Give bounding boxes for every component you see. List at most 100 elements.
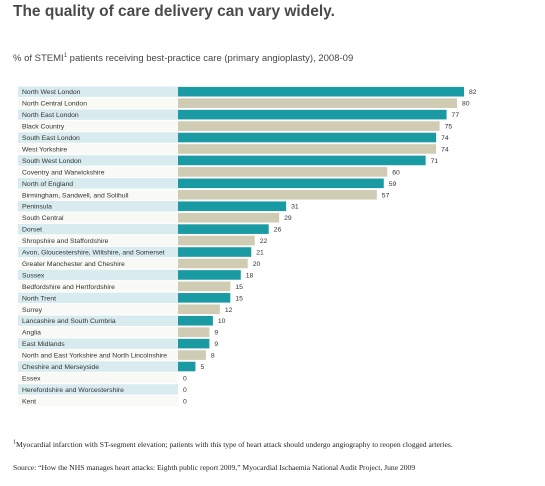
bar-row: East Midlands 9	[18, 338, 218, 349]
category-label: Surrey	[22, 307, 43, 314]
bar	[178, 121, 440, 131]
category-label-background	[18, 132, 178, 143]
category-label: South Central	[22, 215, 64, 222]
bar-row: Avon, Gloucestershire, Wiltshire, and So…	[18, 246, 264, 258]
value-label: 77	[452, 112, 460, 119]
value-label: 74	[441, 146, 449, 153]
bar	[178, 212, 280, 223]
bar-row: West Yorkshire 74	[18, 143, 449, 155]
bar-row: Lancashire and South Cumbria 10	[18, 315, 226, 326]
bar	[178, 224, 269, 234]
category-label-background	[18, 281, 178, 292]
category-label-background	[18, 292, 178, 304]
category-label-background	[18, 97, 178, 109]
category-label-background	[18, 201, 178, 212]
category-label: Greater Manchester and Cheshire	[22, 261, 125, 268]
bar-row: Cheshire and Merseyside 5	[18, 361, 204, 372]
value-label: 0	[183, 398, 187, 405]
category-label-background	[18, 143, 178, 155]
bar	[178, 201, 287, 212]
bar-row: North Central London 80	[18, 97, 470, 109]
bar	[178, 361, 196, 372]
value-label: 15	[235, 295, 243, 302]
category-label: North East London	[22, 112, 79, 119]
category-label: Lancashire and South Cumbria	[22, 318, 116, 325]
bar-row: North Trent 15	[18, 292, 243, 304]
bar	[178, 167, 388, 177]
value-label: 60	[392, 169, 400, 176]
category-label-background	[18, 372, 178, 384]
bar-row: Birmingham, Sandwell, and Solihull 57	[18, 189, 390, 200]
category-label: Dorset	[22, 227, 42, 234]
subtitle-text: % of STEMI	[13, 53, 64, 64]
value-label: 15	[235, 284, 243, 291]
category-label: Bedfordshire and Hertfordshire	[22, 284, 115, 291]
bar-row: Sussex 18	[18, 269, 254, 281]
bar	[178, 281, 231, 292]
category-label: Cheshire and Merseyside	[22, 364, 99, 371]
category-label: Herefordshire and Worcestershire	[22, 387, 124, 394]
category-label: North Central London	[22, 101, 87, 108]
category-label: North West London	[22, 89, 81, 96]
value-label: 31	[291, 204, 299, 211]
value-label: 21	[256, 250, 264, 257]
bar-row: Essex 0	[18, 372, 187, 384]
category-label-background	[18, 246, 178, 258]
bar-row: Peninsula 31	[18, 201, 299, 212]
category-label: Peninsula	[22, 204, 52, 211]
bar-row: Surrey 12	[18, 304, 233, 315]
value-label: 22	[260, 238, 268, 245]
value-label: 0	[183, 387, 187, 394]
bar-row: North East London 77	[18, 109, 460, 120]
category-label: North of England	[22, 181, 73, 188]
value-label: 9	[214, 341, 218, 348]
category-label-background	[18, 315, 178, 326]
category-label-background	[18, 384, 178, 395]
bar-row: Black Country 75	[18, 120, 452, 132]
value-label: 12	[225, 307, 233, 314]
subtitle-text-rest: patients receiving best-practice care (p…	[67, 53, 354, 64]
category-label: Coventry and Warwickshire	[22, 169, 105, 176]
category-label-background	[18, 86, 178, 97]
value-label: 26	[274, 227, 282, 234]
bar-row: South Central 29	[18, 212, 292, 223]
bar-chart: North West London 82 North Central London 8…	[18, 86, 477, 407]
value-label: 71	[431, 158, 439, 165]
bar-row: South East London 74	[18, 132, 449, 143]
bar-row: South West London 71	[18, 155, 439, 166]
bar-row: Herefordshire and Worcestershire 0	[18, 384, 187, 395]
category-label: South East London	[22, 135, 80, 142]
category-label: South West London	[22, 158, 82, 165]
category-label-background	[18, 258, 178, 269]
chart-subtitle: % of STEMI1 patients receiving best-prac…	[13, 53, 353, 64]
category-label: North Trent	[22, 295, 56, 302]
value-label: 59	[389, 181, 397, 188]
category-label: Avon, Gloucestershire, Wiltshire, and So…	[22, 250, 165, 257]
category-label-background	[18, 189, 178, 200]
footnote-marker: 1	[13, 439, 16, 446]
bar	[178, 144, 437, 154]
bar	[178, 98, 458, 108]
footnote-text: Myocardial infarction with ST-segment el…	[16, 440, 453, 449]
value-label: 29	[284, 215, 292, 222]
category-label-background	[18, 235, 178, 246]
category-label: Kent	[22, 398, 36, 405]
category-label: North and East Yorkshire and North Linco…	[22, 353, 167, 360]
bar	[178, 258, 248, 269]
category-label: Shropshire and Staffordshire	[22, 238, 109, 245]
category-label: Black Country	[22, 124, 65, 131]
bar-row: Coventry and Warwickshire 60	[18, 166, 400, 178]
bar	[178, 327, 210, 337]
category-label-background	[18, 395, 178, 407]
value-label: 5	[200, 364, 204, 371]
category-label-background	[18, 338, 178, 349]
footnote: 1Myocardial infarction with ST-segment e…	[13, 439, 533, 450]
category-label: Birmingham, Sandwell, and Solihull	[22, 192, 129, 199]
bar	[178, 109, 447, 120]
value-label: 8	[211, 353, 215, 360]
source-note: Source: “How the NHS manages heart attac…	[13, 463, 416, 472]
bar-row: Greater Manchester and Cheshire 20	[18, 258, 261, 269]
value-label: 0	[183, 375, 187, 382]
category-label-background	[18, 120, 178, 132]
bar	[178, 189, 377, 200]
